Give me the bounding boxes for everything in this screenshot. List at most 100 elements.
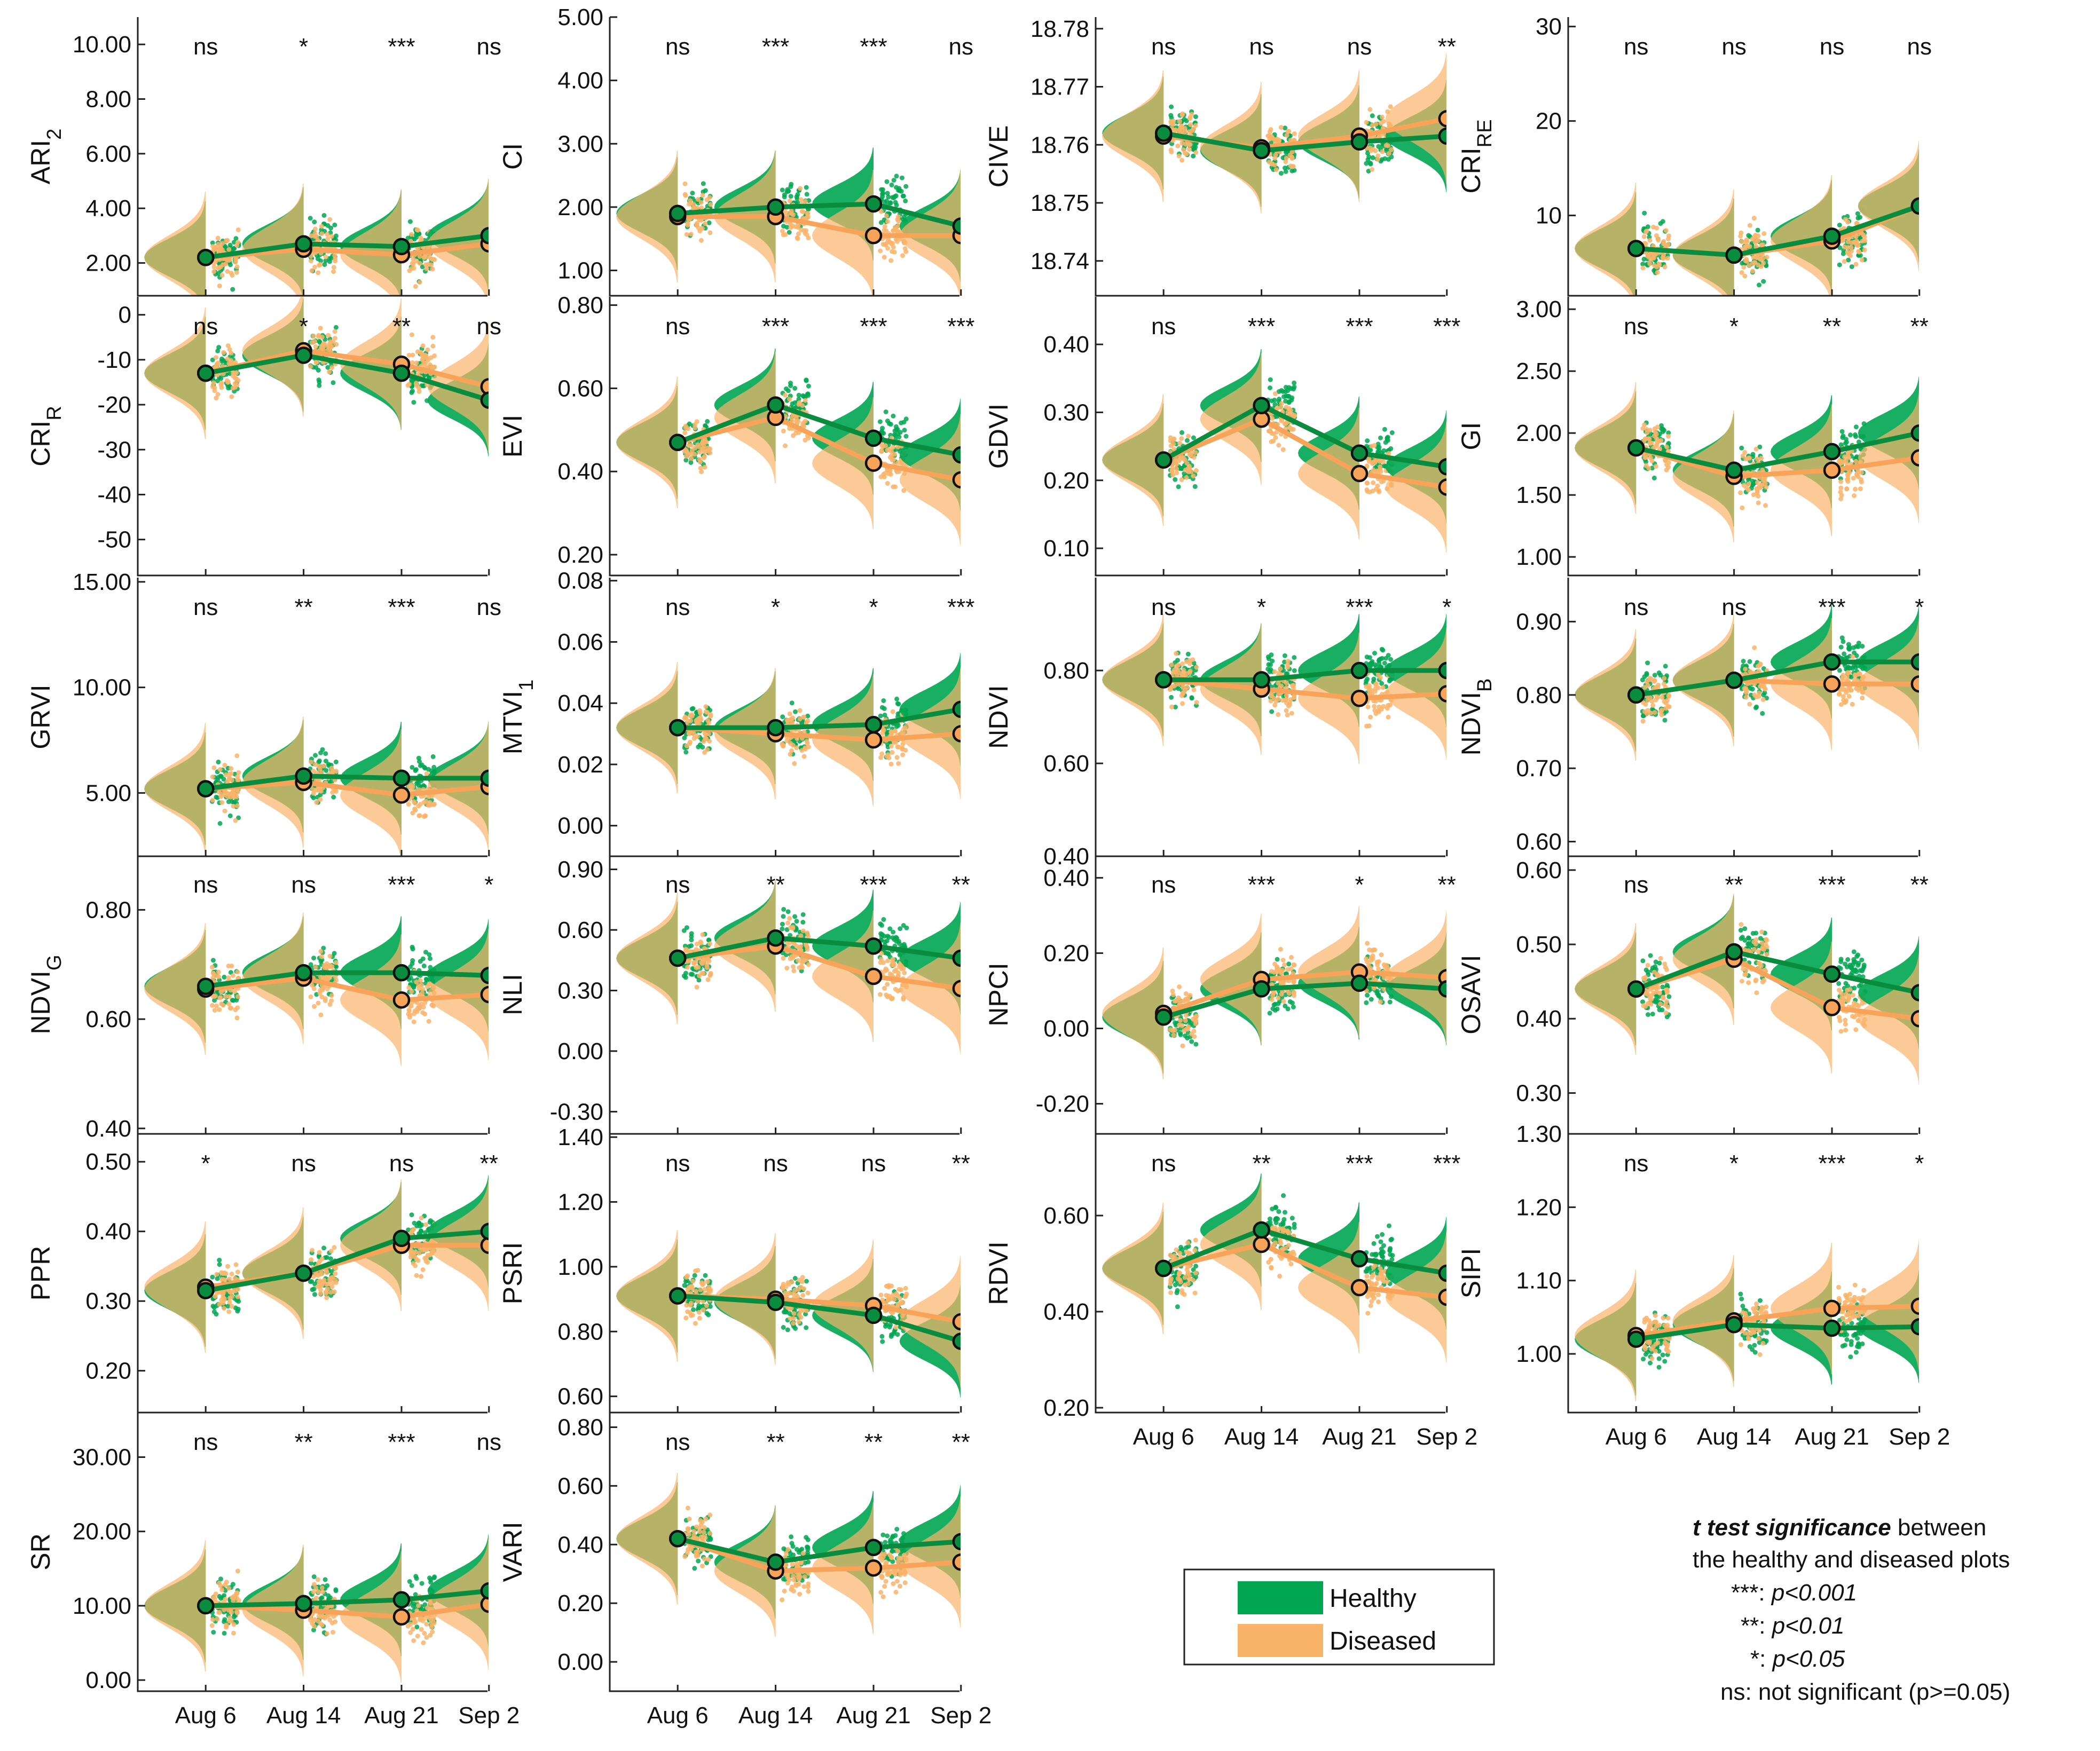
scatter-point-healthy (1930, 214, 1935, 218)
scatter-point-healthy (965, 444, 970, 449)
scatter-point-diseased (330, 769, 335, 774)
scatter-point-healthy (1938, 444, 1943, 449)
scatter-point-diseased (510, 780, 515, 785)
scatter-point-diseased (688, 718, 693, 723)
scatter-point-healthy (217, 821, 223, 826)
scatter-point-diseased (971, 463, 976, 468)
scatter-point-healthy (1931, 451, 1936, 456)
scatter-point-diseased (1453, 130, 1458, 135)
scatter-point-diseased (979, 259, 984, 264)
scatter-point-healthy (410, 389, 415, 394)
scatter-point-healthy (1454, 453, 1459, 458)
scatter-point-diseased (1291, 164, 1296, 169)
scatter-point-diseased (1461, 474, 1466, 479)
scatter-point-diseased (1178, 456, 1183, 461)
violin-diseased (616, 376, 678, 508)
scatter-point-diseased (973, 480, 978, 485)
y-tick-label: 18.75 (1031, 190, 1089, 216)
scatter-point-diseased (1842, 244, 1847, 250)
scatter-point-diseased (691, 206, 696, 211)
significance-label: ns (1624, 313, 1648, 340)
scatter-point-diseased (705, 718, 711, 723)
scatter-point-healthy (1455, 106, 1460, 111)
scatter-point-healthy (1843, 437, 1849, 442)
scatter-point-diseased (504, 236, 509, 241)
scatter-point-diseased (794, 745, 799, 751)
scatter-point-diseased (1948, 211, 1953, 216)
scatter-point-diseased (494, 387, 499, 391)
scatter-point-healthy (992, 211, 996, 216)
scatter-point-diseased (325, 232, 330, 237)
axes-frame (1567, 17, 1918, 297)
scatter-point-diseased (1465, 474, 1470, 479)
scatter-point-diseased (497, 213, 502, 218)
scatter-point-healthy (990, 227, 995, 232)
scatter-point-healthy (974, 438, 979, 443)
scatter-point-diseased (325, 236, 331, 241)
scatter-point-diseased (495, 788, 500, 793)
scatter-point-diseased (1174, 651, 1179, 656)
scatter-point-healthy (504, 781, 508, 786)
y-axis-label-main: CIVE (984, 125, 1013, 188)
scatter-point-healthy (1452, 124, 1457, 129)
scatter-point-diseased (520, 223, 524, 228)
scatter-point-diseased (972, 726, 977, 731)
scatter-point-diseased (1751, 492, 1756, 498)
scatter-point-healthy (495, 400, 500, 405)
scatter-point-diseased (978, 463, 983, 468)
scatter-point-diseased (493, 797, 498, 802)
scatter-point-healthy (517, 232, 522, 237)
scatter-point-healthy (981, 198, 986, 203)
scatter-point-diseased (498, 241, 502, 246)
scatter-point-healthy (502, 767, 507, 771)
scatter-point-diseased (987, 473, 992, 478)
scatter-point-diseased (329, 365, 335, 370)
scatter-point-healthy (1658, 221, 1663, 226)
scatter-point-healthy (900, 193, 906, 199)
significance-label: ** (294, 594, 312, 620)
scatter-point-diseased (1375, 153, 1381, 159)
scatter-point-diseased (494, 793, 499, 798)
scatter-point-healthy (506, 776, 511, 781)
scatter-point-diseased (978, 239, 982, 243)
scatter-point-healthy (978, 431, 982, 436)
scatter-point-diseased (1188, 122, 1193, 127)
scatter-point-diseased (1947, 219, 1952, 224)
significance-label: ns (1820, 34, 1844, 60)
scatter-point-healthy (879, 187, 884, 192)
scatter-point-diseased (1466, 491, 1470, 496)
scatter-point-diseased (1751, 255, 1756, 260)
scatter-point-diseased (1949, 209, 1954, 214)
scatter-point-healthy (414, 235, 419, 240)
scatter-point-diseased (309, 759, 314, 764)
scatter-point-diseased (520, 248, 524, 253)
scatter-point-healthy (1750, 478, 1755, 484)
scatter-point-diseased (1169, 662, 1174, 667)
mean-marker-healthy (1627, 240, 1645, 257)
y-tick-label: 1.50 (1516, 482, 1562, 508)
scatter-point-diseased (1193, 468, 1199, 473)
scatter-point-diseased (798, 197, 804, 202)
scatter-point-healthy (1454, 143, 1459, 147)
scatter-point-healthy (1925, 423, 1930, 428)
scatter-point-diseased (781, 428, 786, 433)
y-tick-label: 2.00 (557, 194, 603, 220)
scatter-point-diseased (981, 484, 986, 488)
scatter-point-diseased (517, 788, 522, 793)
scatter-point-diseased (1645, 430, 1650, 435)
scatter-point-diseased (975, 742, 980, 747)
scatter-point-healthy (885, 742, 890, 747)
scatter-point-healthy (227, 813, 233, 818)
scatter-point-diseased (1738, 234, 1743, 239)
scatter-point-diseased (1759, 455, 1764, 461)
scatter-point-diseased (988, 234, 993, 239)
scatter-point-healthy (405, 235, 411, 241)
scatter-point-healthy (1472, 468, 1476, 473)
scatter-point-diseased (410, 352, 415, 358)
scatter-point-diseased (1458, 108, 1463, 113)
mean-marker-healthy (864, 429, 883, 447)
scatter-point-diseased (1174, 466, 1179, 471)
scatter-point-healthy (977, 242, 981, 247)
scatter-point-diseased (1849, 244, 1854, 250)
scatter-point-diseased (1169, 704, 1174, 709)
